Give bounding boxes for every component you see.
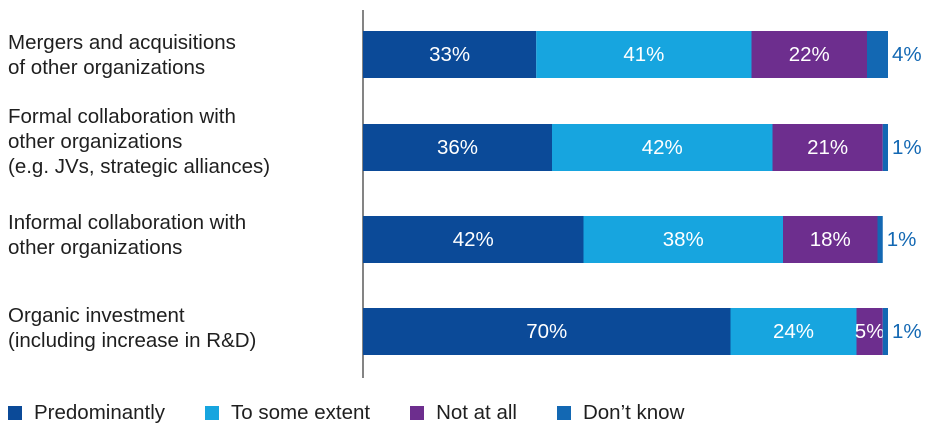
data-label: 24% <box>773 320 814 343</box>
legend-label: Don’t know <box>582 401 685 424</box>
category-label: Formal collaboration with other organiza… <box>8 105 271 178</box>
legend-swatch <box>556 406 571 420</box>
bar-segment <box>363 308 731 355</box>
bar-segment <box>882 124 888 171</box>
bar-segment <box>536 31 752 78</box>
data-label: 70% <box>526 320 567 343</box>
data-label: 38% <box>663 228 704 251</box>
data-label: 18% <box>810 228 851 251</box>
data-label: 42% <box>642 136 683 159</box>
legend: Predominantly To some extent Not at all … <box>8 398 724 428</box>
bar-segment <box>882 308 888 355</box>
category-label: Mergers and acquisitions of other organi… <box>8 31 236 79</box>
bar-segment <box>867 31 888 78</box>
data-label: 5% <box>855 320 885 343</box>
category-label: Organic investment (including increase i… <box>8 304 257 352</box>
bar-segment <box>772 124 883 171</box>
legend-swatch <box>205 406 220 420</box>
data-label: 22% <box>789 43 830 66</box>
bar-segment <box>363 31 537 78</box>
data-label: 36% <box>437 136 478 159</box>
bar-segment <box>783 216 878 263</box>
category-label: Informal collaboration with other organi… <box>8 211 247 259</box>
data-label: 4% <box>892 43 922 66</box>
data-label: 41% <box>623 43 664 66</box>
bars-group: 33% 41% 22% 4% 36% 42% 21% 1% 42% 38% 18% 1% 70% 24% 5… <box>363 31 922 355</box>
data-label: 21% <box>807 136 848 159</box>
bar-segment <box>363 124 552 171</box>
legend-swatch <box>8 406 22 420</box>
legend-item-dont-know: Don’t know <box>556 401 685 425</box>
legend-item-not-at-all: Not at all <box>410 401 517 425</box>
legend-label: Predominantly <box>34 401 166 424</box>
legend-label: To some extent <box>231 401 371 424</box>
legend-item-predominantly: Predominantly <box>8 401 165 425</box>
bar-segment <box>856 308 883 355</box>
legend-label: Not at all <box>436 401 517 424</box>
data-label: 1% <box>892 136 922 159</box>
bar-segment <box>730 308 857 355</box>
data-label: 42% <box>453 228 494 251</box>
legend-swatch <box>410 406 425 420</box>
bar-segment <box>583 216 783 263</box>
data-label: 1% <box>892 320 922 343</box>
bar-segment <box>877 216 883 263</box>
legend-item-to-some-extent: To some extent <box>205 401 370 425</box>
bar-segment <box>751 31 867 78</box>
bar-segment <box>363 216 584 263</box>
data-label: 33% <box>429 43 470 66</box>
bar-segment <box>552 124 773 171</box>
data-label: 1% <box>887 228 917 251</box>
